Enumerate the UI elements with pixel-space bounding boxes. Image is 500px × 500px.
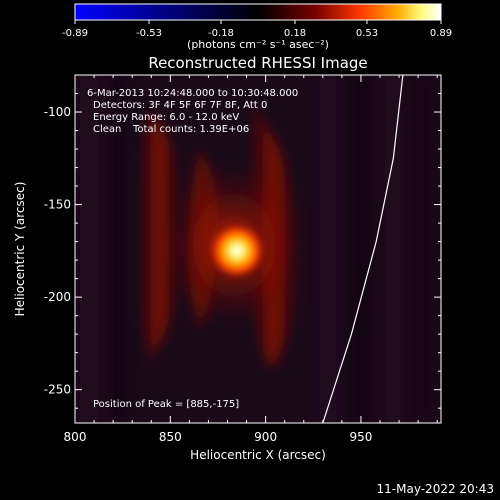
y-tick-label: -250 [44,383,71,397]
flare-source [209,222,266,279]
y-tick-label: -200 [44,290,71,304]
y-tick-label: -100 [44,105,71,119]
x-axis-label: Heliocentric X (arcsec) [190,448,326,462]
annotation-time-range: 6-Mar-2013 10:24:48.000 to 10:30:48.000 [87,88,298,99]
colorbar-tick-label: 0.89 [430,28,452,39]
colorbar-tick-label: 0.18 [284,28,306,39]
x-tick-label: 800 [64,430,87,444]
annotation-peak-position: Position of Peak = [885,-175] [93,399,239,410]
colorbar-tick-label: -0.89 [62,28,88,39]
annotation-detectors: Detectors: 3F 4F 5F 6F 7F 8F, Att 0 [93,100,267,111]
x-tick-label: 950 [349,430,372,444]
colorbar-tick-label: -0.53 [136,28,162,39]
y-tick-label: -150 [44,198,71,212]
plot-frame [74,74,442,424]
annotation-total-counts: Total counts: 1.39E+06 [132,124,249,135]
colorbar-gradient [74,3,442,21]
colorbar-tick-label: 0.53 [356,28,378,39]
x-tick-label: 850 [159,430,182,444]
image-area [75,75,441,423]
y-axis-label: Heliocentric Y (arcsec) [13,182,27,317]
colorbar-ticks: -0.89 -0.53 -0.18 0.18 0.53 0.89 [62,20,452,39]
axis-ticks: 800 850 900 950 -100 -150 -200 -250 [44,75,441,444]
solar-limb-curve [322,75,404,423]
colorbar-unit-label: (photons cm⁻² s⁻¹ asec⁻²) [187,38,329,51]
timestamp: 11-May-2022 20:43 [377,482,494,496]
colorbar: -0.89 -0.53 -0.18 0.18 0.53 0.89 (photons cm⁻… [62,3,452,51]
colorbar-tick-label: -0.18 [208,28,234,39]
x-tick-label: 900 [254,430,277,444]
plot-title: Reconstructed RHESSI Image [148,54,367,72]
annotation-method: Clean [93,124,121,135]
annotation-energy-range: Energy Range: 6.0 - 12.0 keV [93,112,239,123]
